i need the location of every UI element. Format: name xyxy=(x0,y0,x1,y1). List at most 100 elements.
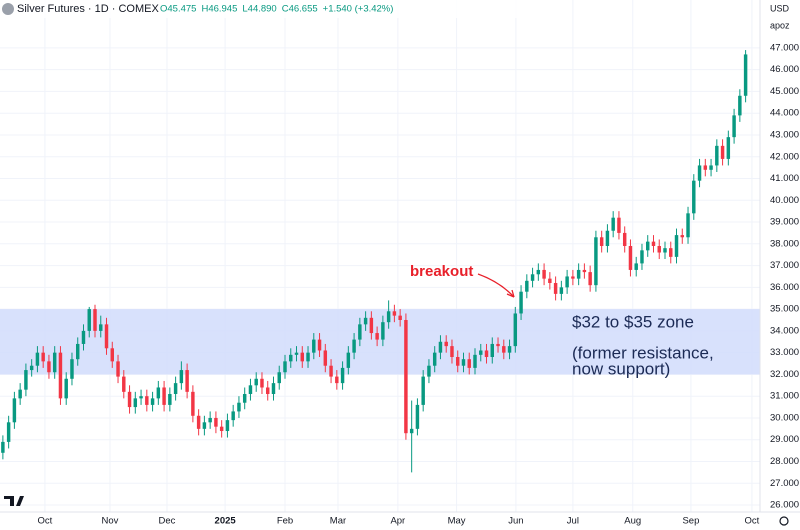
candle-body xyxy=(444,341,448,347)
candle-body xyxy=(81,330,86,344)
candle-body xyxy=(496,343,500,347)
candle-body xyxy=(122,376,126,392)
candle-body xyxy=(530,274,535,281)
candle-body xyxy=(18,389,22,399)
x-tick-label: Oct xyxy=(745,516,760,527)
candle-body xyxy=(196,415,201,429)
candle-body xyxy=(456,357,460,366)
candle-body xyxy=(680,235,684,238)
candle-body xyxy=(266,387,270,395)
candle-body xyxy=(519,291,523,314)
x-tick-label: Jul xyxy=(567,516,579,527)
y-tick-label: 29.000 xyxy=(770,434,799,445)
candle-body xyxy=(576,269,581,279)
candle-body xyxy=(536,269,541,275)
candle-body xyxy=(651,241,656,246)
y-tick-label: 42.000 xyxy=(770,151,799,162)
y-tick-label: 38.000 xyxy=(770,238,799,249)
symbol-icon xyxy=(2,3,14,15)
ohlc-value: H46.945 xyxy=(201,4,237,15)
y-tick-label: 47.000 xyxy=(770,42,799,53)
candle-body xyxy=(306,352,310,362)
candle-body xyxy=(479,350,483,355)
candle-body xyxy=(594,237,598,286)
candles xyxy=(1,50,748,473)
zone-note: now support) xyxy=(572,359,670,378)
x-tick-label: Sep xyxy=(682,516,699,527)
zone-note: (former resistance, xyxy=(572,343,714,362)
ohlc-value: C46.655 xyxy=(282,4,318,15)
settings-icon[interactable] xyxy=(779,516,789,526)
candle-body xyxy=(202,422,207,429)
x-tick-label: Feb xyxy=(277,516,293,527)
y-tick-label: 39.000 xyxy=(770,217,799,228)
candle-body xyxy=(381,322,385,340)
candle-body xyxy=(254,378,258,386)
candle-body xyxy=(248,385,253,395)
y-tick-label: 37.000 xyxy=(770,260,799,271)
breakout-arrowhead xyxy=(506,289,515,298)
candle-body xyxy=(421,376,425,405)
candle-body xyxy=(542,269,546,279)
grid xyxy=(0,0,760,512)
y-tick-label: 26.000 xyxy=(770,500,799,511)
candle-body xyxy=(703,165,708,170)
candle-body xyxy=(87,309,91,331)
candle-body xyxy=(622,232,627,246)
y-tick-label: 36.000 xyxy=(770,282,799,293)
candle-body xyxy=(329,365,333,377)
y-tick-label: 44.000 xyxy=(770,108,799,119)
candle-body xyxy=(692,180,696,214)
candle-body xyxy=(611,217,615,231)
candle-body xyxy=(294,352,299,355)
candle-body xyxy=(1,441,5,453)
candle-body xyxy=(726,137,731,159)
ohlc-legend: O45.475 H46.945 L44.890 C46.655 +1.540 (+3.4… xyxy=(160,4,393,15)
x-tick-label: Dec xyxy=(159,516,176,527)
candle-body xyxy=(582,269,587,273)
candle-body xyxy=(150,398,155,405)
candle-body xyxy=(47,361,51,373)
candle-body xyxy=(110,348,114,362)
x-tick-label: Apr xyxy=(390,516,405,527)
candle-body xyxy=(738,95,742,116)
header-bg xyxy=(0,0,540,18)
candle-body xyxy=(669,248,673,257)
candle-body xyxy=(525,280,529,292)
candle-body xyxy=(646,241,650,251)
candle-body xyxy=(617,217,621,233)
candle-body xyxy=(225,420,230,432)
candle-body xyxy=(335,376,339,384)
candle-body xyxy=(450,346,454,358)
candle-body xyxy=(179,370,184,384)
candle-body xyxy=(559,287,564,294)
candle-body xyxy=(6,422,11,442)
y-tick-label: 43.000 xyxy=(770,129,799,140)
y-tick-label: 45.000 xyxy=(770,86,799,97)
candle-body xyxy=(173,383,178,395)
candle-body xyxy=(427,365,431,377)
ohlc-value: +1.540 (+3.42%) xyxy=(323,4,394,15)
candle-body xyxy=(156,387,161,399)
candle-body xyxy=(104,324,109,349)
x-tick-label: May xyxy=(448,516,466,527)
y-tick-label: 35.000 xyxy=(770,304,799,315)
candle-body xyxy=(208,417,212,423)
candle-body xyxy=(507,346,512,353)
candle-body xyxy=(369,317,374,334)
candle-body xyxy=(375,333,379,340)
candle-body xyxy=(634,263,638,270)
candle-body xyxy=(461,359,466,366)
x-tick-label: Oct xyxy=(38,516,53,527)
candle-body xyxy=(674,235,679,257)
y-tick-label: 32.000 xyxy=(770,369,799,380)
candle-body xyxy=(358,324,362,340)
candle-body xyxy=(346,352,351,368)
candle-body xyxy=(64,378,68,399)
candle-body xyxy=(432,352,437,366)
candle-body xyxy=(300,352,304,362)
y-tick-label: 34.000 xyxy=(770,325,799,336)
breakout-label: breakout xyxy=(410,263,473,280)
candle-body xyxy=(133,398,138,408)
candle-body xyxy=(219,426,224,432)
